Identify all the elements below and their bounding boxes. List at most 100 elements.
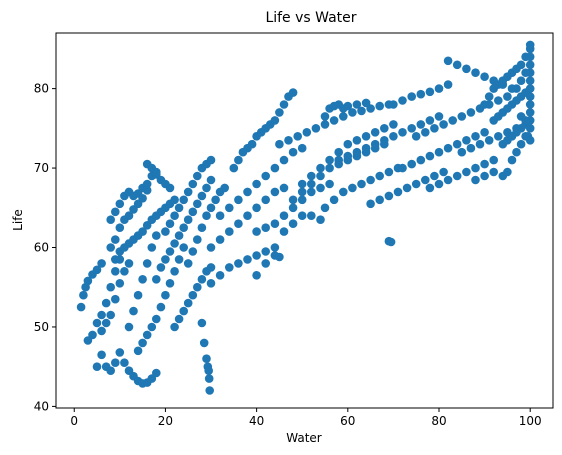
scatter-point	[193, 199, 202, 209]
scatter-point	[111, 294, 120, 304]
scatter-point	[366, 175, 375, 185]
scatter-point	[471, 68, 480, 77]
scatter-point	[480, 171, 489, 181]
scatter-point	[480, 72, 489, 81]
scatter-point	[252, 203, 261, 213]
scatter-point	[199, 338, 209, 348]
scatter-point	[484, 136, 494, 145]
scatter-point	[234, 259, 243, 268]
scatter-point	[311, 124, 321, 133]
y-axis-ticks: 40 50 60 70 80	[34, 82, 56, 413]
scatter-point	[225, 203, 234, 213]
scatter-point	[525, 108, 535, 117]
scatter-point	[97, 350, 106, 360]
scatter-point	[129, 306, 138, 316]
scatter-point	[339, 187, 348, 197]
scatter-point	[525, 52, 535, 62]
scatter-point	[183, 298, 193, 308]
scatter-point	[206, 263, 216, 272]
scatter-point	[174, 231, 184, 240]
scatter-point	[348, 108, 357, 117]
scatter-point	[389, 132, 398, 141]
x-axis-ticks: 0 20 40 60 80 100	[70, 408, 542, 428]
scatter-point	[92, 362, 102, 372]
scatter-point	[516, 112, 526, 121]
scatter-point	[106, 366, 115, 376]
scatter-point	[183, 215, 193, 224]
scatter-point	[494, 96, 503, 105]
scatter-point	[448, 116, 458, 125]
scatter-point	[279, 211, 289, 220]
chart-title: Life vs Water	[265, 10, 356, 26]
scatter-point	[279, 155, 289, 165]
scatter-point	[439, 167, 448, 177]
scatter-point	[407, 159, 417, 169]
scatter-point	[425, 87, 435, 97]
scatter-point	[525, 124, 535, 133]
scatter-point	[188, 290, 198, 300]
scatter-point	[152, 275, 161, 284]
scatter-point	[398, 128, 407, 137]
scatter-point	[88, 330, 97, 340]
scatter-point	[229, 163, 239, 173]
scatter-point	[357, 106, 366, 116]
scatter-point	[516, 76, 526, 85]
scatter-point	[361, 132, 371, 141]
scatter-point	[443, 56, 453, 66]
scatter-point	[270, 219, 280, 228]
scatter-point	[124, 259, 134, 268]
scatter-point	[525, 136, 535, 145]
scatter-point	[525, 92, 535, 101]
scatter-point	[525, 84, 535, 93]
scatter-point	[484, 92, 494, 101]
scatter-point	[384, 191, 394, 201]
scatter-point	[434, 84, 444, 93]
scatter-point	[430, 171, 439, 181]
scatter-point	[183, 259, 193, 268]
scatter-point	[92, 265, 102, 275]
y-tick-label: 80	[34, 82, 49, 96]
scatter-point	[206, 279, 216, 288]
scatter-point	[316, 171, 325, 181]
scatter-point	[452, 139, 462, 149]
scatter-point	[183, 187, 193, 197]
scatter-point	[252, 251, 261, 260]
scatter-point	[457, 147, 467, 157]
scatter-point	[165, 219, 175, 228]
scatter-point	[261, 195, 271, 205]
scatter-point	[334, 147, 344, 157]
scatter-point	[389, 120, 398, 129]
scatter-point	[124, 211, 134, 220]
scatter-point	[211, 195, 220, 205]
scatter-point	[243, 255, 252, 264]
scatter-point	[480, 159, 489, 169]
scatter-point	[161, 255, 170, 264]
scatter-point	[115, 279, 125, 288]
scatter-point	[352, 147, 362, 157]
scatter-point	[188, 207, 198, 217]
y-tick-label: 60	[34, 241, 49, 255]
scatter-point	[434, 179, 444, 189]
scatter-point	[380, 124, 389, 133]
scatter-point	[389, 100, 398, 109]
scatter-point	[386, 237, 396, 247]
scatter-point	[106, 243, 115, 252]
scatter-point	[106, 215, 115, 224]
scatter-point	[466, 108, 476, 117]
scatter-point	[247, 139, 257, 149]
scatter-point	[370, 139, 380, 149]
scatter-point	[142, 186, 152, 195]
scatter-point	[297, 179, 307, 189]
scatter-point	[215, 271, 225, 280]
scatter-point	[407, 92, 417, 101]
x-tick-label: 40	[249, 414, 264, 428]
scatter-point	[79, 290, 88, 300]
scatter-point	[343, 139, 353, 149]
scatter-point	[293, 132, 303, 141]
scatter-point	[503, 92, 512, 101]
scatter-point	[288, 195, 298, 205]
scatter-point	[261, 171, 271, 181]
scatter-point	[76, 302, 86, 312]
scatter-point	[434, 147, 444, 157]
scatter-point	[361, 143, 371, 153]
